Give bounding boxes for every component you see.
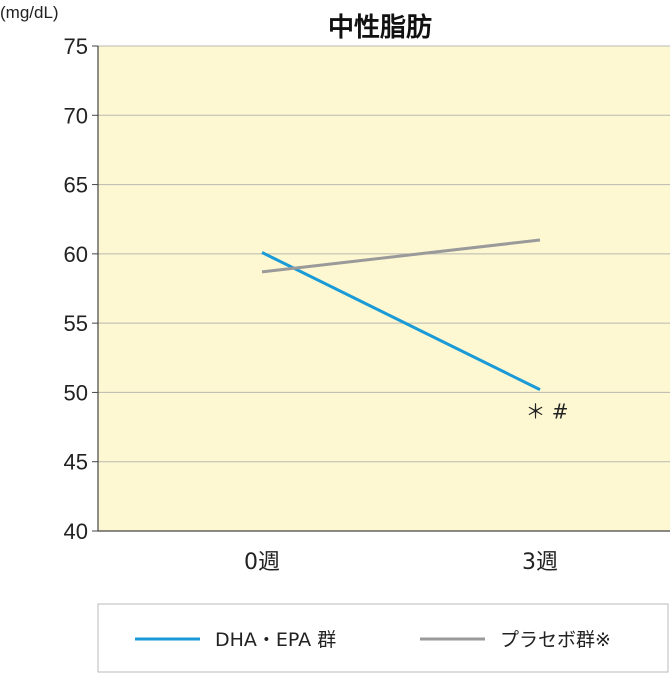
x-tick-label: 0週 xyxy=(244,550,280,575)
y-tick-label: 75 xyxy=(64,34,88,59)
y-tick-label: 45 xyxy=(64,450,88,475)
y-tick-label: 50 xyxy=(64,380,88,405)
y-tick-label: 60 xyxy=(64,242,88,267)
significance-annotation: ＊ # xyxy=(525,400,568,424)
plot-area xyxy=(98,46,670,531)
series-line-1 xyxy=(261,251,541,392)
legend-label-2: プラセボ群※ xyxy=(500,629,611,651)
y-tick-label: 70 xyxy=(64,103,88,128)
chart-title: 中性脂肪 xyxy=(328,13,432,43)
y-tick-label: 40 xyxy=(64,519,88,544)
legend-label-1: DHA・EPA 群 xyxy=(215,629,336,651)
y-unit-label: (mg/dL) xyxy=(0,3,59,22)
series-line-2 xyxy=(261,238,541,274)
x-tick-label: 3週 xyxy=(522,550,558,575)
y-tick-label: 65 xyxy=(64,173,88,198)
y-tick-label: 55 xyxy=(64,311,88,336)
